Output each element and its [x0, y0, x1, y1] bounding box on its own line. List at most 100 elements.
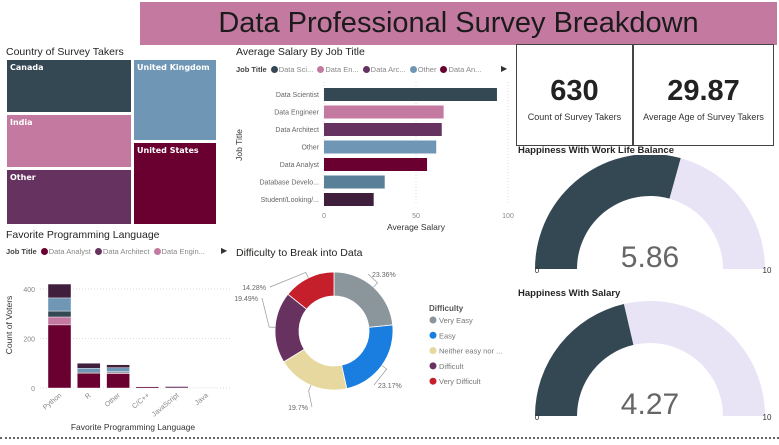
stacked-bar-segment [77, 363, 101, 369]
legend-next-arrow-icon[interactable]: ▶ [501, 64, 508, 73]
slice-data-label: 19.49% [234, 296, 258, 303]
stacked-bar-segment [164, 386, 189, 389]
legend-dot-icon [409, 66, 417, 73]
y-tick-label: 200 [23, 337, 35, 344]
stacked-bar-segment [47, 310, 72, 318]
salary-legend: Job Title Data Sci... Data En... Data Arc..… [236, 65, 481, 74]
y-tick-label: Data Scientist [276, 92, 319, 99]
legend-item[interactable]: Data En... [313, 65, 359, 74]
treemap-tile[interactable]: India [6, 114, 132, 168]
legend-dot-icon [429, 347, 437, 355]
gauge-min: 0 [535, 413, 540, 422]
y-tick-label: Database Develo... [259, 180, 319, 187]
page-bottom-divider [0, 437, 779, 439]
legend-item[interactable]: Data Analyst [37, 247, 91, 256]
gauge-min: 0 [535, 266, 540, 275]
kpi-value: 630 [550, 75, 599, 107]
y-tick-label: Data Architect [275, 127, 319, 134]
legend-dot-icon [40, 248, 48, 255]
kpi-label: Average Age of Survey Takers [643, 112, 764, 122]
legend-title: Job Title [6, 247, 37, 256]
language-legend: Job Title Data Analyst Data Architect Data … [6, 247, 205, 256]
stacked-bar-segment [106, 373, 130, 389]
language-stacked-bar-chart: 0 200 400 Python R Other C/C++ JavaScript Java Fa… [4, 283, 230, 432]
y-tick-label: 400 [23, 287, 35, 294]
legend-item[interactable]: Data Sci... [267, 65, 313, 74]
salary-bar [324, 140, 437, 154]
legend-item[interactable]: Data An... [436, 65, 481, 74]
gauge-fill [535, 155, 681, 269]
legend-item: Very Difficult [439, 377, 481, 386]
kpi-card-count: 630 Count of Survey Takers [516, 44, 633, 146]
y-tick-label: 0 [31, 386, 35, 393]
gauge-title: Happiness With Salary [518, 288, 621, 299]
donut-slice [333, 271, 394, 328]
gauge-max: 10 [763, 266, 772, 275]
language-chart-title: Favorite Programming Language [6, 229, 160, 241]
slice-data-label: 19.7% [288, 405, 308, 412]
salary-happiness-gauge: 4.27 0 10 [535, 301, 772, 422]
legend-dot-icon [429, 377, 437, 385]
donut-title: Difficulty to Break into Data [236, 247, 363, 259]
y-axis-title: Count of Voters [4, 296, 14, 355]
kpi-value: 29.87 [667, 75, 740, 107]
legend-item: Neither easy nor ... [439, 347, 502, 356]
leader-line [269, 271, 309, 288]
legend-item[interactable]: Data Engin... [150, 247, 205, 256]
dashboard-title-bar: Data Professional Survey Breakdown [140, 2, 777, 45]
treemap-tile[interactable]: Canada [6, 59, 132, 113]
legend-dot-icon [440, 66, 448, 73]
leader-line [261, 297, 276, 328]
leader-line [373, 365, 388, 386]
legend-next-arrow-icon[interactable]: ▶ [221, 246, 228, 255]
y-axis-title: Job Title [234, 129, 244, 161]
gauge-title: Happiness With Work Life Balance [518, 145, 674, 156]
gauge-max: 10 [763, 413, 772, 422]
difficulty-donut-chart: 23.36% 23.17% 19.7% 19.49% 14.28% Difficulty V… [234, 271, 502, 412]
stacked-bar-segment [77, 372, 101, 389]
dashboard-title: Data Professional Survey Breakdown [218, 7, 699, 39]
treemap-tile[interactable]: United Kingdom [133, 59, 217, 141]
legend-item: Easy [439, 331, 456, 340]
country-treemap[interactable]: Canada India Other United Kingdom United Sta… [6, 59, 217, 225]
legend-item[interactable]: Data Architect [91, 247, 150, 256]
y-tick-label: Student/Looking/... [261, 197, 319, 204]
legend-dot-icon [429, 316, 437, 324]
kpi-card-age: 29.87 Average Age of Survey Takers [633, 44, 774, 146]
x-tick-label: 100 [502, 213, 514, 220]
legend-dot-icon [270, 66, 278, 73]
stacked-bar-segment [47, 297, 72, 312]
stacked-bar-segment [47, 316, 72, 326]
stacked-bar-segment [47, 283, 72, 299]
stacked-bar-segment [106, 364, 130, 368]
gauge-value: 4.27 [621, 388, 679, 421]
stacked-bar-segment [106, 367, 130, 372]
kpi-label: Count of Survey Takers [527, 112, 622, 122]
treemap-title: Country of Survey Takers [6, 46, 124, 58]
legend-item: Difficult [439, 362, 464, 371]
x-tick-label: R [84, 392, 92, 401]
salary-bar [324, 175, 385, 189]
x-tick-label: Other [104, 392, 122, 409]
x-tick-label: Python [42, 392, 63, 411]
legend-item[interactable]: Other [406, 65, 436, 74]
leader-line [367, 273, 379, 288]
legend-dot-icon [317, 66, 325, 73]
salary-bar [324, 123, 442, 136]
salary-bar [324, 105, 444, 119]
donut-slice [287, 271, 335, 310]
legend-item[interactable]: Data Arc... [359, 65, 406, 74]
slice-data-label: 23.17% [378, 383, 402, 390]
treemap-tile[interactable]: Other [6, 169, 132, 225]
legend-title: Difficulty [429, 304, 464, 313]
treemap-tile[interactable]: United States [133, 142, 217, 225]
slice-data-label: 23.36% [372, 272, 396, 279]
slice-data-label: 14.28% [242, 285, 266, 292]
salary-bar-chart: 0 50 100 Data Scientist Data Engineer Data Ar… [234, 82, 514, 232]
salary-bar [324, 158, 428, 171]
x-tick-label: Java [194, 392, 210, 407]
legend-dot-icon [429, 362, 437, 370]
legend-dot-icon [153, 248, 161, 255]
donut-slice [341, 324, 394, 390]
legend-dot-icon [362, 66, 370, 73]
